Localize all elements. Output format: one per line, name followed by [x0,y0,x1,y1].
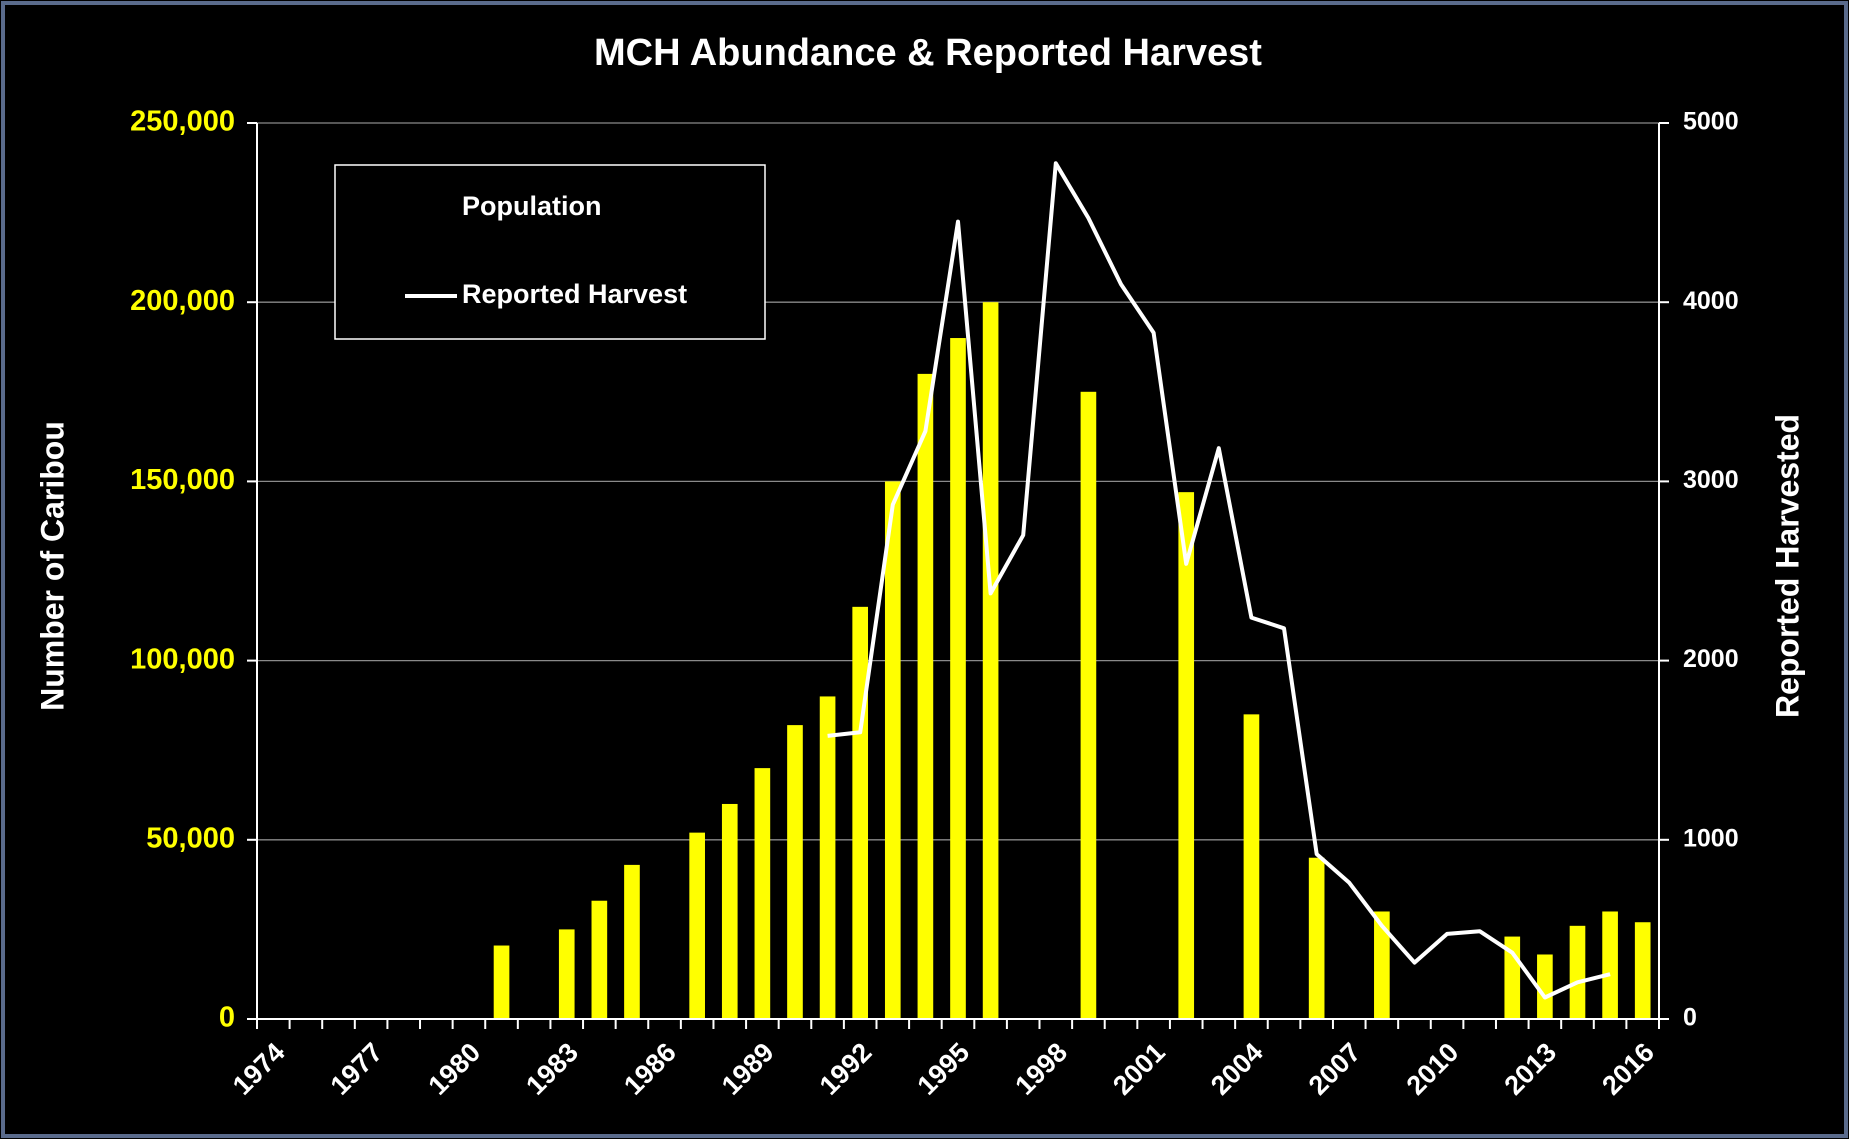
y2-axis-label: Reported Harvested [1769,414,1805,718]
bar [1537,954,1553,1019]
bar [558,929,575,1019]
bar [982,302,999,1019]
bar [591,900,608,1019]
bar [852,606,869,1019]
bar [1178,492,1195,1020]
bar [819,696,836,1019]
bar [917,373,934,1019]
chart-title: MCH Abundance & Reported Harvest [594,32,1262,74]
y-tick-label: 200,000 [130,285,235,317]
bar [624,864,640,1019]
line [827,161,1611,1000]
bar [1080,391,1097,1019]
legend-label: Population [462,191,601,221]
y2-tick-label: 2000 [1683,645,1739,673]
y-axis-label: Number of Caribou [34,421,70,711]
y2-tick-label: 3000 [1683,466,1739,494]
legend-box [334,164,766,340]
y-tick-label: 150,000 [130,464,235,496]
bar [950,338,966,1019]
y-tick-label: 250,000 [130,106,235,138]
bar [689,832,705,1019]
y-tick-label: 100,000 [130,643,235,675]
y-tick-label: 0 [219,1002,235,1034]
bar [1602,911,1618,1019]
bar [1243,714,1260,1019]
bar [1634,922,1651,1019]
bar [493,945,510,1019]
bar [787,725,803,1019]
bar [884,481,901,1019]
bar [721,803,738,1019]
legend-label: Reported Harvest [462,279,687,309]
y2-tick-label: 4000 [1683,287,1739,315]
y2-tick-label: 0 [1683,1004,1697,1032]
bar [1308,857,1325,1019]
bar [1569,925,1586,1019]
y-tick-label: 50,000 [146,822,235,854]
bar [754,768,771,1019]
y2-tick-label: 1000 [1683,824,1739,852]
bar [1374,911,1390,1019]
y2-tick-label: 5000 [1683,108,1739,136]
